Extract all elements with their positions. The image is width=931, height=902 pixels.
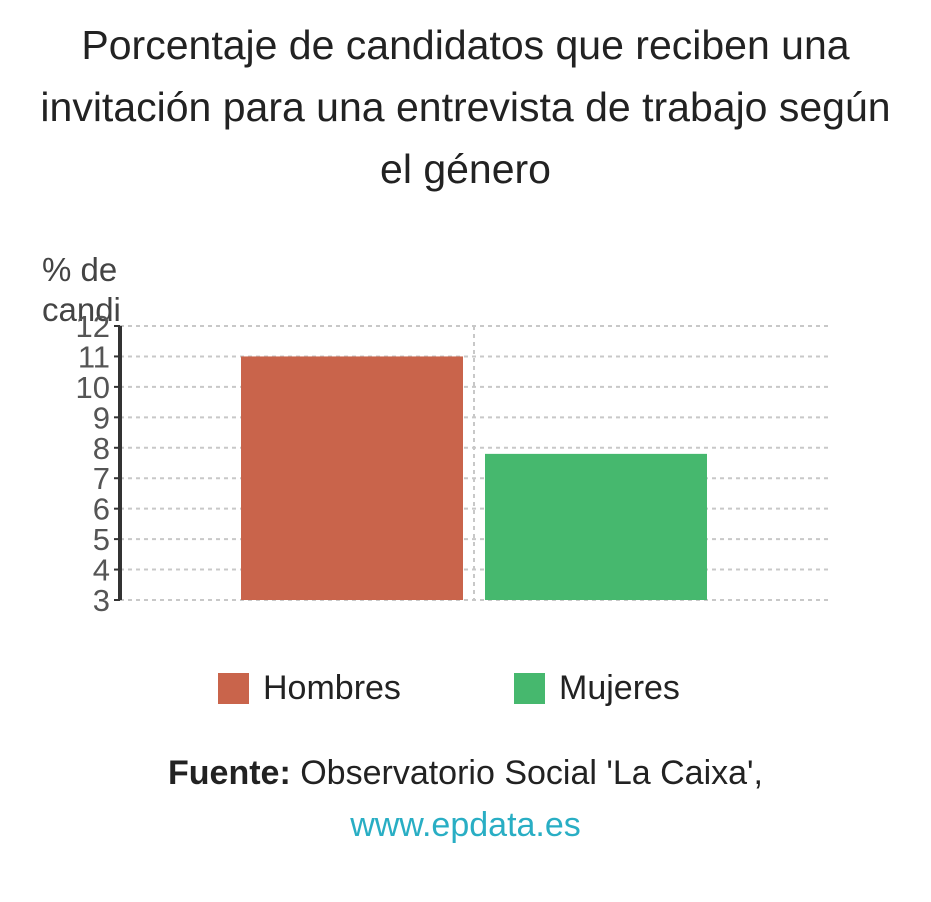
chart-title: Porcentaje de candidatos que reciben una…	[40, 22, 891, 192]
y-axis-label: % de candi	[42, 251, 121, 328]
y-tick-label: 8	[93, 431, 110, 466]
y-tick-label: 7	[93, 461, 110, 496]
y-tick-label: 6	[93, 492, 110, 527]
source-label: Fuente:	[168, 754, 291, 792]
y-tick-label: 5	[93, 522, 110, 557]
legend-item-hombres: Hombres	[218, 666, 401, 710]
source-url-link[interactable]: www.epdata.es	[350, 806, 581, 844]
y-tick-label: 12	[76, 309, 110, 344]
legend-swatch-mujeres	[514, 672, 545, 704]
y-tick-label: 9	[93, 400, 110, 435]
legend: Hombres Mujeres	[0, 666, 931, 710]
legend-label-hombres: Hombres	[263, 668, 401, 707]
source-line: Fuente: Observatorio Social 'La Caixa',	[0, 750, 931, 796]
bar-hombres	[241, 356, 463, 600]
bar-mujeres	[485, 453, 707, 600]
y-tick-label: 4	[93, 553, 110, 588]
y-tick-label: 10	[76, 370, 110, 405]
source-text: Observatorio Social 'La Caixa',	[300, 754, 763, 792]
legend-item-mujeres: Mujeres	[514, 666, 680, 710]
y-tick-label: 3	[93, 583, 110, 618]
legend-swatch-hombres	[218, 672, 249, 704]
y-tick-label: 11	[78, 339, 110, 374]
legend-label-mujeres: Mujeres	[559, 668, 680, 707]
